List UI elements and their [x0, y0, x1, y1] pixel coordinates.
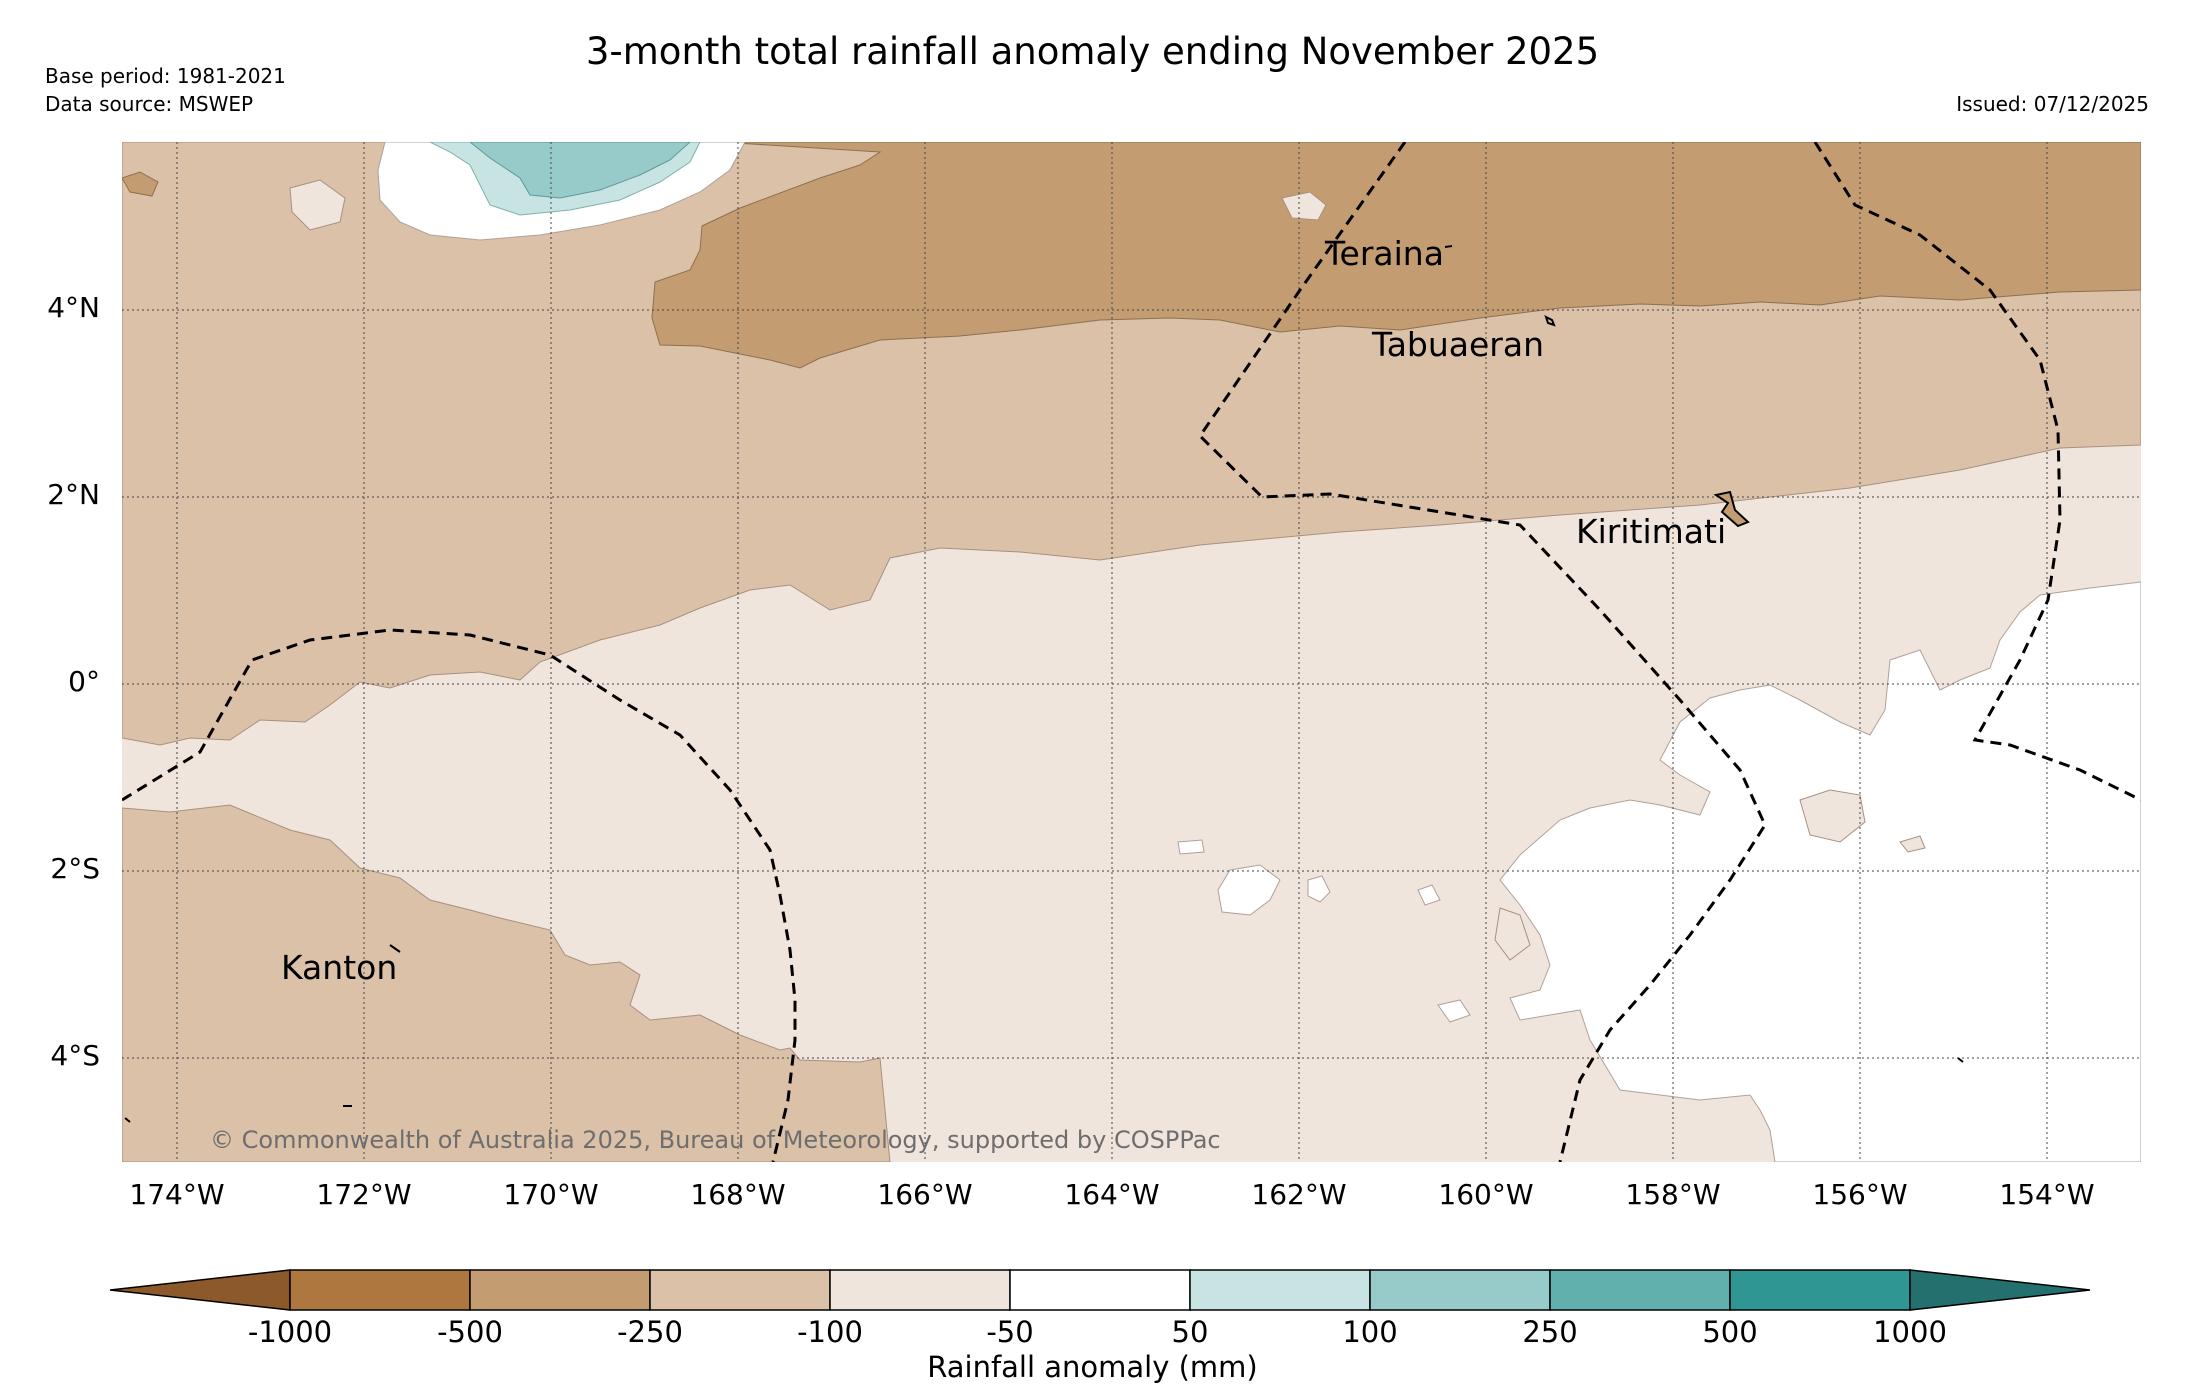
- place-label-tabuaeran: Tabuaeran: [1372, 325, 1545, 364]
- colorbar-tick: 250: [1522, 1315, 1578, 1349]
- colorbar-extend-high: [1909, 1269, 2091, 1311]
- base-period: Base period: 1981-2021: [45, 64, 286, 88]
- colorbar-segment: [1009, 1269, 1191, 1311]
- anomaly-patch: [122, 171, 159, 197]
- lon-label: 162°W: [1251, 1178, 1347, 1211]
- data-source: Data source: MSWEP: [45, 92, 254, 116]
- anomaly-patch: [1281, 191, 1327, 221]
- colorbar-segment: [829, 1269, 1011, 1311]
- lon-label: 168°W: [690, 1178, 786, 1211]
- lon-label: 154°W: [1999, 1178, 2095, 1211]
- colorbar-tick: -250: [617, 1315, 683, 1349]
- eez-boundaries: [122, 142, 2141, 1162]
- colorbar-segment: [1549, 1269, 1731, 1311]
- anomaly-patch: [1417, 884, 1441, 906]
- colorbar-tick: -1000: [247, 1315, 333, 1349]
- colorbar-title: Rainfall anomaly (mm): [927, 1350, 1258, 1384]
- lon-label: 166°W: [877, 1178, 973, 1211]
- map-metadata: Base period: 1981-2021 Data source: MSWE…: [45, 62, 286, 118]
- anomaly-patch: [1437, 999, 1471, 1023]
- anomaly-patch: [289, 179, 346, 231]
- lat-label: 2°N: [47, 478, 100, 511]
- island-teraina: [1444, 245, 1453, 248]
- islands: [124, 245, 1964, 1123]
- colorbar-segment: [1189, 1269, 1371, 1311]
- copyright-notice: © Commonwealth of Australia 2025, Bureau…: [210, 1126, 1221, 1154]
- anomaly-region-dry-band: [651, 142, 2141, 369]
- anomaly-region-wet-mid: [469, 142, 691, 199]
- anomaly-field: [122, 142, 2141, 1162]
- colorbar-segment: [649, 1269, 831, 1311]
- issued-date: Issued: 07/12/2025: [1956, 92, 2149, 116]
- lon-label: 174°W: [129, 1178, 225, 1211]
- colorbar-segment: [289, 1269, 471, 1311]
- eez-boundary-phoenix: [122, 628, 797, 1162]
- place-label-kanton: Kanton: [281, 948, 398, 987]
- anomaly-patch: [1899, 835, 1926, 853]
- colorbar: [109, 1269, 2091, 1311]
- lat-label: 0°: [68, 665, 100, 698]
- lon-label: 160°W: [1438, 1178, 1534, 1211]
- map-title: 3-month total rainfall anomaly ending No…: [585, 30, 1600, 73]
- colorbar-segment: [1369, 1269, 1551, 1311]
- colorbar-extend-low: [109, 1269, 291, 1311]
- colorbar-tick: 1000: [1873, 1315, 1947, 1349]
- island-small: [1957, 1057, 1964, 1063]
- anomaly-patch: [1177, 839, 1205, 855]
- colorbar-tick: 500: [1702, 1315, 1758, 1349]
- place-label-kiritimati: Kiritimati: [1576, 512, 1727, 551]
- colorbar-tick: 50: [1171, 1315, 1209, 1349]
- anomaly-patch: [1494, 907, 1531, 961]
- anomaly-region-south: [122, 804, 891, 1162]
- eez-boundary-line-islands: [1198, 142, 1767, 1162]
- anomaly-patch: [1217, 864, 1281, 916]
- lon-label: 158°W: [1625, 1178, 1721, 1211]
- place-label-teraina: Teraina: [1325, 234, 1444, 273]
- colorbar-segment: [1729, 1269, 1911, 1311]
- lon-label: 170°W: [503, 1178, 599, 1211]
- island-small: [124, 1117, 131, 1123]
- colorbar-segment: [469, 1269, 651, 1311]
- graticule: [122, 142, 2141, 1162]
- lat-label: 2°S: [50, 852, 100, 885]
- eez-boundary-line-islands-east: [1813, 142, 2141, 802]
- island-kiritimati: [1713, 490, 1750, 528]
- lon-label: 164°W: [1064, 1178, 1160, 1211]
- anomaly-patch: [1799, 789, 1866, 843]
- island-tabuaeran: [1544, 315, 1556, 327]
- lat-label: 4°N: [47, 291, 100, 324]
- colorbar-tick: -50: [986, 1315, 1034, 1349]
- anomaly-patch: [1307, 875, 1331, 903]
- island-kanton: [389, 944, 401, 953]
- colorbar-tick: 100: [1342, 1315, 1398, 1349]
- lat-label: 4°S: [50, 1039, 100, 1072]
- lon-label: 156°W: [1812, 1178, 1908, 1211]
- colorbar-tick: -500: [437, 1315, 503, 1349]
- colorbar-tick: -100: [797, 1315, 863, 1349]
- lon-label: 172°W: [316, 1178, 412, 1211]
